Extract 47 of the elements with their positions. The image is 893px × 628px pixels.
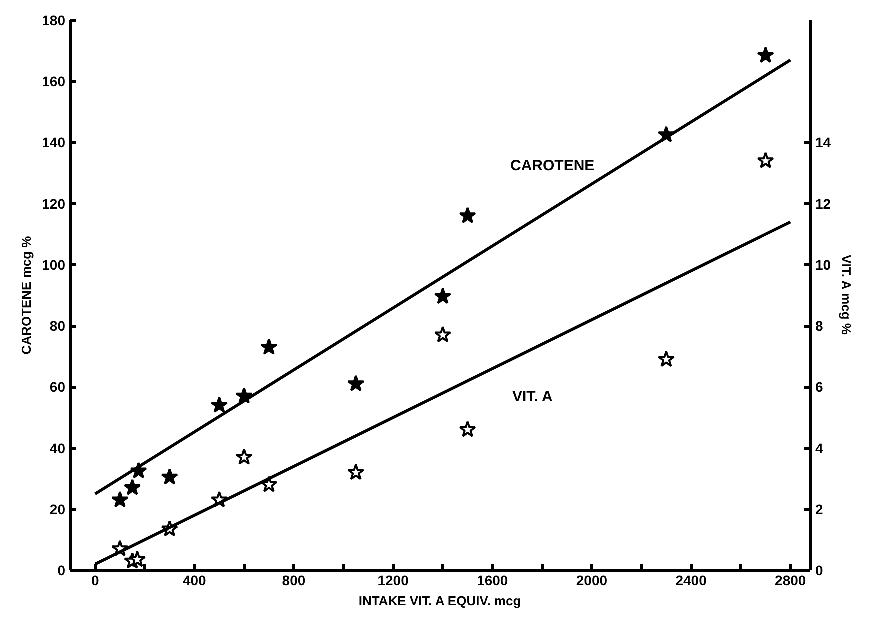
y-tick-label: 40	[50, 440, 66, 456]
point	[757, 152, 774, 169]
y-tick-label: 140	[42, 134, 66, 151]
annotation: VIT. A	[512, 388, 553, 406]
y2-tick-label: 0	[816, 562, 824, 578]
point	[128, 550, 146, 568]
x-tick-label: 2400	[676, 572, 708, 588]
point	[210, 396, 228, 413]
y2-axis-title: VIT. A mcg %	[839, 255, 854, 336]
point	[347, 464, 365, 480]
y-tick-label: 160	[42, 74, 66, 90]
point	[124, 479, 142, 496]
y-tick-label: 120	[42, 196, 66, 212]
x-tick-label: 2800	[775, 572, 806, 588]
y2-tick-label: 12	[816, 196, 832, 212]
point	[112, 491, 129, 508]
x-tick-label: 1600	[477, 572, 508, 588]
y-tick-label: 0	[58, 562, 66, 578]
x-axis-title: INTAKE VIT. A EQUIV. mcg	[358, 594, 522, 608]
y-tick-label: 180	[42, 12, 66, 28]
y2-tick-label: 10	[816, 256, 832, 273]
y2-tick-label: 4	[816, 440, 824, 456]
x-tick-label: 800	[282, 572, 306, 588]
point	[658, 350, 676, 368]
point	[757, 46, 774, 64]
point	[459, 207, 476, 224]
y-tick-label: 80	[50, 318, 66, 334]
y2-tick-label: 6	[816, 379, 824, 396]
y2-tick-label: 8	[816, 318, 824, 334]
y2-tick-label: 2	[816, 501, 824, 518]
point	[434, 326, 452, 343]
y-tick-label: 100	[42, 256, 66, 273]
point	[347, 375, 365, 392]
y-tick-label: 20	[50, 501, 66, 518]
point	[161, 468, 178, 485]
x-tick-label: 2000	[576, 572, 608, 588]
x-tick-label: 400	[182, 572, 207, 588]
point	[434, 288, 452, 304]
x-tick-label: 0	[91, 572, 100, 588]
y-tick-label: 60	[50, 379, 66, 396]
x-tick-label: 1200	[378, 572, 410, 588]
y-axis-title: CAROTENE mcg %	[19, 236, 34, 355]
point	[236, 448, 253, 465]
annotation: CAROTENE	[510, 158, 595, 174]
y2-tick-label: 14	[816, 134, 832, 151]
point	[459, 420, 476, 438]
point	[260, 338, 278, 355]
